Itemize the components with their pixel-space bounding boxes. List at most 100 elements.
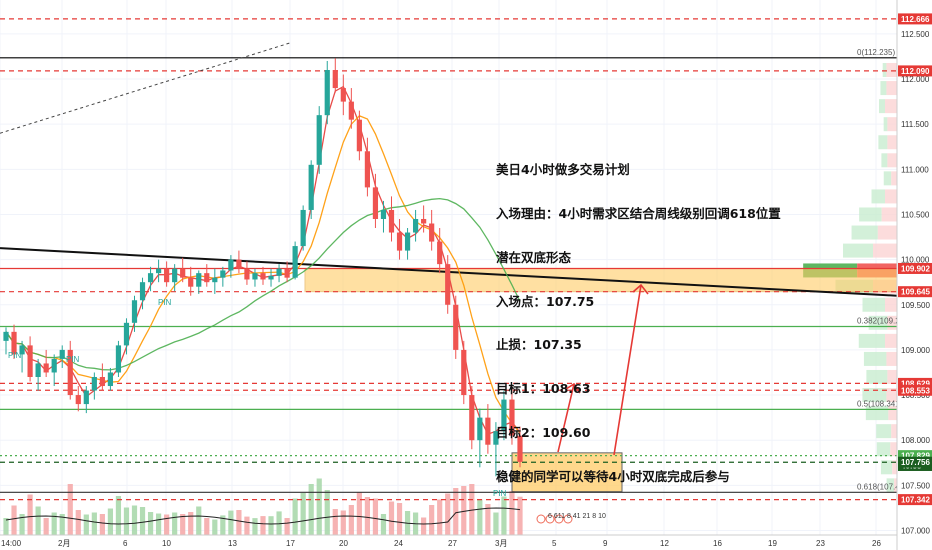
candle-body	[445, 264, 451, 305]
target-arrow-1	[557, 382, 581, 453]
dotted-trend-line	[0, 42, 291, 134]
volume-bar	[236, 510, 242, 535]
candle-body	[469, 395, 475, 441]
volume-bar	[445, 493, 451, 535]
candle-body	[493, 431, 499, 445]
candle-body	[348, 101, 354, 120]
profile-bar-sell	[891, 424, 897, 439]
pin-label: PIN	[158, 298, 172, 307]
volume-bar	[485, 504, 491, 535]
candle-body	[356, 119, 362, 152]
volume-bar	[123, 507, 130, 535]
volume-bar	[292, 498, 298, 535]
volume-bar	[501, 496, 507, 535]
pin-label: PIN	[66, 355, 80, 364]
price-tick-label: 108.000	[901, 436, 930, 445]
candle-body	[236, 259, 242, 269]
volume-bar	[11, 505, 17, 535]
price-tick-label: 110.000	[901, 256, 930, 265]
event-marker	[563, 514, 573, 524]
candle-body	[244, 268, 250, 280]
profile-bar-sell	[890, 442, 897, 457]
candle-body	[204, 273, 210, 283]
price-label-box	[898, 13, 932, 25]
volume-ma-line	[5, 507, 521, 525]
time-tick-label: 19	[768, 539, 777, 548]
volume-bar	[356, 492, 362, 535]
profile-bar-sell	[885, 189, 897, 204]
price-tick-label: 107.000	[901, 526, 930, 535]
time-tick-label: 16	[713, 539, 722, 548]
candle-body	[517, 435, 523, 462]
volume-bar	[316, 478, 322, 535]
profile-bar-sell	[887, 135, 897, 150]
time-tick-label: 13	[228, 539, 237, 548]
annotation-line-target2: 目标2：109.60	[496, 424, 591, 440]
candle-body	[196, 273, 202, 287]
candle-body	[268, 275, 274, 280]
price-tick-label: 109.500	[901, 301, 930, 310]
volume-bar	[517, 496, 523, 535]
candle-body	[316, 115, 322, 165]
volume-bar	[300, 493, 306, 535]
volume-bar	[59, 514, 65, 535]
volume-bar	[461, 486, 467, 535]
volume-bar	[172, 512, 178, 535]
candle-body	[421, 218, 427, 224]
profile-bar-buy	[843, 243, 873, 258]
volume-bar	[340, 510, 346, 535]
price-label: 108.553	[901, 386, 930, 395]
trade-plan-annotation: 美日4小时做多交易计划 入场理由：4小时需求区结合周线级别回调618位置 潜在双…	[496, 134, 781, 499]
volume-bar	[180, 514, 186, 535]
volume-bar	[155, 513, 162, 535]
profile-bar-buy	[871, 189, 885, 204]
volume-bar	[3, 518, 9, 535]
price-tick-label: 109.000	[901, 346, 930, 355]
candle-body	[412, 218, 419, 233]
event-marker	[536, 514, 546, 524]
volume-bar	[421, 517, 427, 535]
candle-body	[429, 223, 435, 242]
candle-body	[380, 209, 387, 219]
volume-bar	[188, 512, 194, 535]
fib-label: 0(112.235)	[857, 48, 895, 57]
volume-bar	[204, 518, 210, 535]
profile-bar-buy	[876, 442, 891, 457]
profile-bar-buy	[883, 117, 888, 132]
profile-bar-buy	[883, 171, 892, 186]
volume-bar	[139, 507, 146, 535]
volume-bar	[19, 514, 25, 535]
annotation-line-pattern: 潜在双底形态	[496, 249, 572, 265]
price-label: 112.666	[901, 15, 930, 24]
time-tick-label: 27	[448, 539, 457, 548]
candle-body	[300, 209, 306, 247]
fib-label: 0.618(107.423)	[857, 482, 912, 491]
price-label-box	[898, 377, 932, 389]
volume-bar	[276, 511, 282, 535]
profile-bar-sell	[887, 315, 897, 330]
volume-bar	[469, 484, 475, 535]
profile-bar-sell	[873, 243, 897, 258]
profile-bar-sell	[886, 351, 897, 366]
candle-body	[388, 209, 395, 233]
volume-bar	[396, 503, 403, 535]
annotation-line-entry: 入场点：107.75	[496, 293, 595, 309]
time-tick-label: 24	[394, 539, 403, 548]
volume-bar	[228, 510, 234, 535]
price-label-box	[898, 262, 932, 274]
price-label-box	[898, 286, 932, 298]
candle-body	[123, 322, 130, 346]
volume-bar	[99, 514, 105, 535]
candle-body	[372, 187, 379, 219]
candle-body	[284, 268, 290, 278]
candle-body	[172, 268, 178, 283]
candle-body	[228, 259, 234, 271]
profile-bar-sell	[888, 406, 897, 421]
candle-body	[59, 349, 65, 359]
event-marker	[545, 514, 555, 524]
price-label-box	[898, 494, 932, 506]
volume-bar	[43, 518, 49, 535]
profile-bar-buy	[879, 99, 885, 114]
volume-bar	[252, 518, 258, 535]
